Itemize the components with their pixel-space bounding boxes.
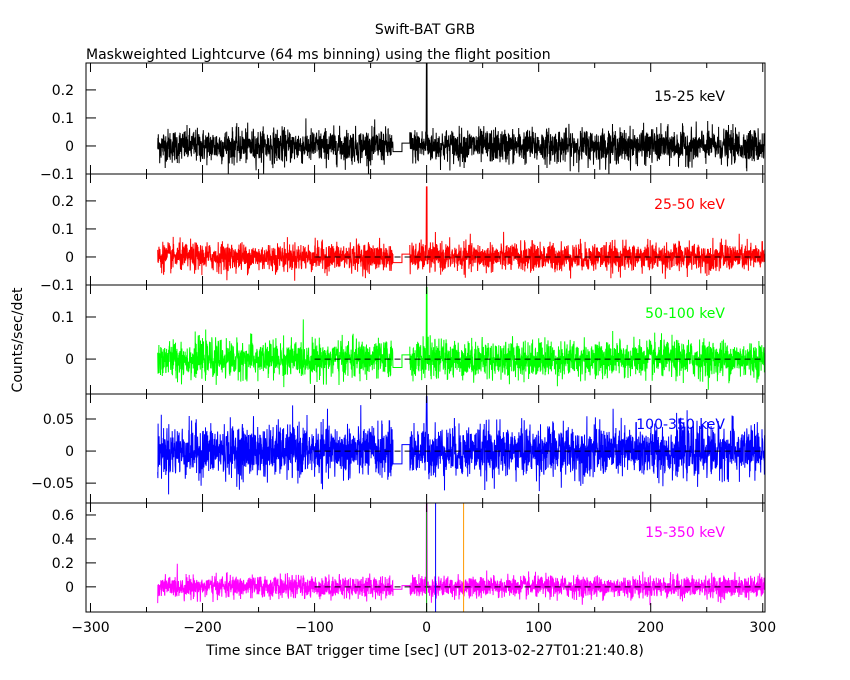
series-line (157, 63, 765, 174)
y-tick-label: 0 (65, 352, 74, 368)
y-tick-label: 0 (65, 139, 74, 155)
y-tick-label: 0 (65, 250, 74, 266)
band-label: 15-25 keV (654, 89, 725, 105)
panel-frame (85, 62, 766, 175)
y-tick-label: 0.2 (52, 194, 74, 210)
y-tick-label: −0.05 (31, 476, 74, 492)
y-tick-label: −0.1 (40, 278, 74, 294)
panel-2: 25-50 keV −0.1 0 0.1 0.2 (40, 173, 766, 294)
x-axis-label: Time since BAT trigger time [sec] (UT 20… (205, 643, 644, 659)
y-tick-label: 0.2 (52, 83, 74, 99)
series-line (157, 503, 765, 606)
y-tick-label: 0 (65, 444, 74, 460)
band-label: 50-100 keV (645, 306, 725, 322)
series-line (157, 186, 765, 281)
panel-3: 50-100 keV 0 0.1 (52, 284, 766, 395)
panel-frame (85, 284, 766, 395)
x-tick-label: 0 (422, 620, 431, 636)
panel-frame (85, 502, 766, 613)
y-tick-label: 0 (65, 580, 74, 596)
x-tick-label: 100 (525, 620, 552, 636)
y-tick-label: 0.1 (52, 310, 74, 326)
y-tick-label: −0.1 (40, 167, 74, 183)
series-line (157, 287, 765, 390)
chart-title: Swift-BAT GRB (375, 22, 475, 38)
series-line (157, 396, 765, 495)
x-tick-label: 300 (749, 620, 776, 636)
y-tick-label: 0.6 (52, 508, 74, 524)
y-axis-label: Counts/sec/det (10, 287, 26, 392)
y-tick-label: 0.1 (52, 111, 74, 127)
panel-frame (85, 173, 766, 286)
panel-5: 15-350 keV 0 0.2 0.4 0.6 (52, 502, 766, 613)
x-tick-label: 200 (637, 620, 664, 636)
y-tick-label: 0.05 (43, 412, 74, 428)
x-tick-label: −100 (295, 620, 333, 636)
panel-1: 15-25 keV −0.1 0 0.1 0.2 (40, 62, 766, 183)
band-label: 25-50 keV (654, 197, 725, 213)
chart-subtitle: Maskweighted Lightcurve (64 ms binning) … (86, 47, 551, 63)
y-tick-label: 0.4 (52, 532, 74, 548)
y-tick-label: 0.2 (52, 556, 74, 572)
x-tick-label: −200 (183, 620, 221, 636)
band-label: 15-350 keV (645, 525, 725, 541)
y-tick-label: 0.1 (52, 222, 74, 238)
x-tick-label: −300 (71, 620, 109, 636)
